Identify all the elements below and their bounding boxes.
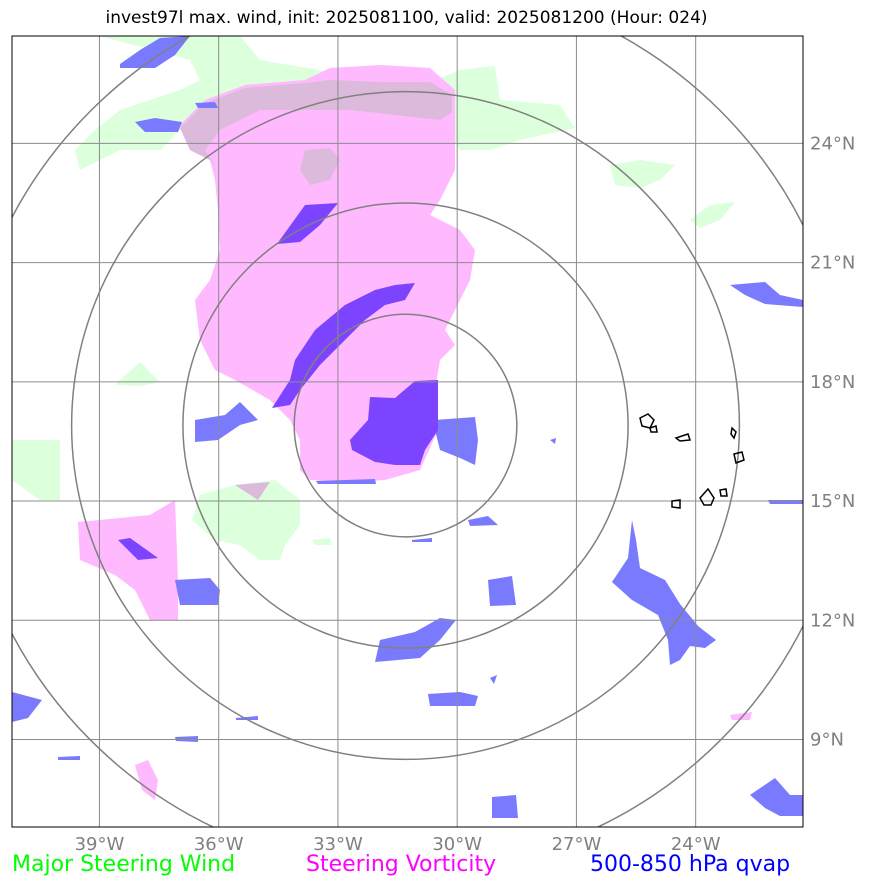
legend-steering-vorticity: Steering Vorticity [306, 852, 497, 877]
qvap-area [468, 516, 498, 526]
island-outline [733, 451, 745, 465]
island-outline [649, 425, 658, 433]
y-tick-labels: 24°N 21°N 18°N 15°N 12°N 9°N [810, 133, 855, 750]
range-ring [182, 202, 629, 649]
y-tick-label: 24°N [810, 133, 855, 154]
island-outline [719, 488, 728, 497]
y-tick-label: 15°N [810, 491, 855, 512]
graticule [12, 36, 803, 827]
y-tick-label: 21°N [810, 253, 855, 274]
x-tick-label: 24°W [671, 834, 721, 855]
range-rings [12, 36, 803, 827]
x-tick-labels: 39°W 36°W 33°W 30°W 27°W 24°W [75, 834, 721, 855]
steering-wind-area [12, 440, 60, 500]
qvap-layer [12, 36, 803, 818]
steering-wind-area [312, 538, 332, 545]
x-tick-label: 39°W [75, 834, 125, 855]
steering-vorticity-layer [78, 65, 752, 800]
qvap-area [428, 692, 478, 706]
qvap-area [120, 36, 190, 68]
overlap-area [300, 148, 340, 185]
qvap-area [612, 520, 716, 665]
qvap-area [195, 402, 258, 442]
steering-wind-area [690, 202, 735, 228]
island-outline [699, 487, 715, 506]
steering-wind-area [610, 160, 675, 188]
qvap-area [412, 538, 432, 542]
qvap-area [435, 417, 478, 465]
qvap-area [492, 795, 518, 818]
qvap-area [135, 118, 182, 132]
qvap-area [175, 736, 198, 742]
island-outline [671, 499, 681, 509]
qvap-strong-area [272, 283, 415, 408]
qvap-strong-area [118, 538, 158, 560]
qvap-area [58, 756, 80, 760]
x-tick-label: 27°W [552, 834, 602, 855]
island-outline [730, 426, 737, 440]
qvap-area [375, 618, 456, 662]
qvap-area [12, 692, 42, 722]
coastline-layer [639, 413, 745, 509]
qvap-area [316, 479, 376, 484]
x-tick-label: 33°W [313, 834, 363, 855]
legend-qvap: 500-850 hPa qvap [590, 852, 791, 877]
island-outline [674, 433, 692, 442]
overlap-area [235, 482, 270, 500]
qvap-area [175, 578, 220, 605]
steering-vorticity-area [135, 760, 158, 800]
qvap-area [236, 716, 258, 720]
qvap-strong-area [350, 380, 438, 465]
legend-steering-wind: Major Steering Wind [12, 852, 236, 877]
qvap-area [490, 675, 497, 684]
x-tick-label: 36°W [194, 834, 244, 855]
x-tick-label: 30°W [432, 834, 482, 855]
steering-vorticity-area [730, 712, 752, 720]
qvap-area [750, 778, 803, 816]
qvap-area [488, 576, 516, 606]
range-ring [70, 90, 741, 761]
island-outline [639, 413, 655, 429]
range-ring [293, 313, 518, 538]
overlap-area [180, 80, 452, 165]
qvap-area [730, 282, 803, 307]
map-frame [11, 35, 804, 828]
qvap-area [550, 438, 556, 444]
steering-vorticity-area [78, 500, 178, 620]
steering-wind-area [115, 362, 160, 386]
overlap-layer [180, 80, 452, 500]
steering-vorticity-area [180, 65, 475, 482]
y-tick-label: 12°N [810, 610, 855, 631]
chart-title: invest97l max. wind, init: 2025081100, v… [105, 8, 708, 28]
y-tick-label: 18°N [810, 372, 855, 393]
y-tick-label: 9°N [810, 730, 844, 751]
qvap-area [195, 102, 218, 108]
